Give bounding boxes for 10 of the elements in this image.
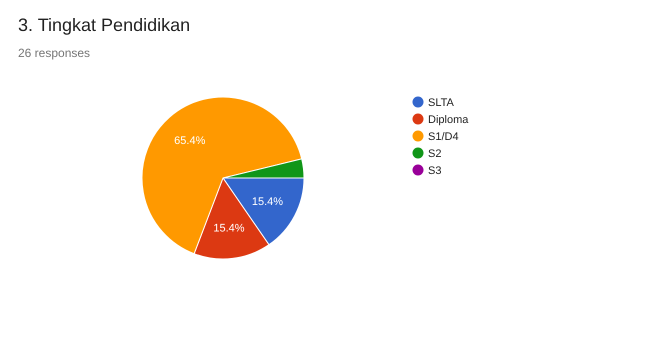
- data-label: 15.4%: [252, 196, 284, 208]
- legend-label: S2: [428, 148, 442, 160]
- legend-label: Diploma: [428, 114, 470, 126]
- legend-label: S1/D4: [428, 130, 459, 143]
- data-label: 15.4%: [213, 222, 245, 235]
- chart-subtitle: 26 responses: [18, 46, 90, 60]
- legend-label: S3: [428, 164, 442, 177]
- chart-title: 3. Tingkat Pendidikan: [18, 15, 190, 35]
- legend-label: SLTA: [428, 96, 455, 109]
- data-label: 65.4%: [174, 135, 206, 148]
